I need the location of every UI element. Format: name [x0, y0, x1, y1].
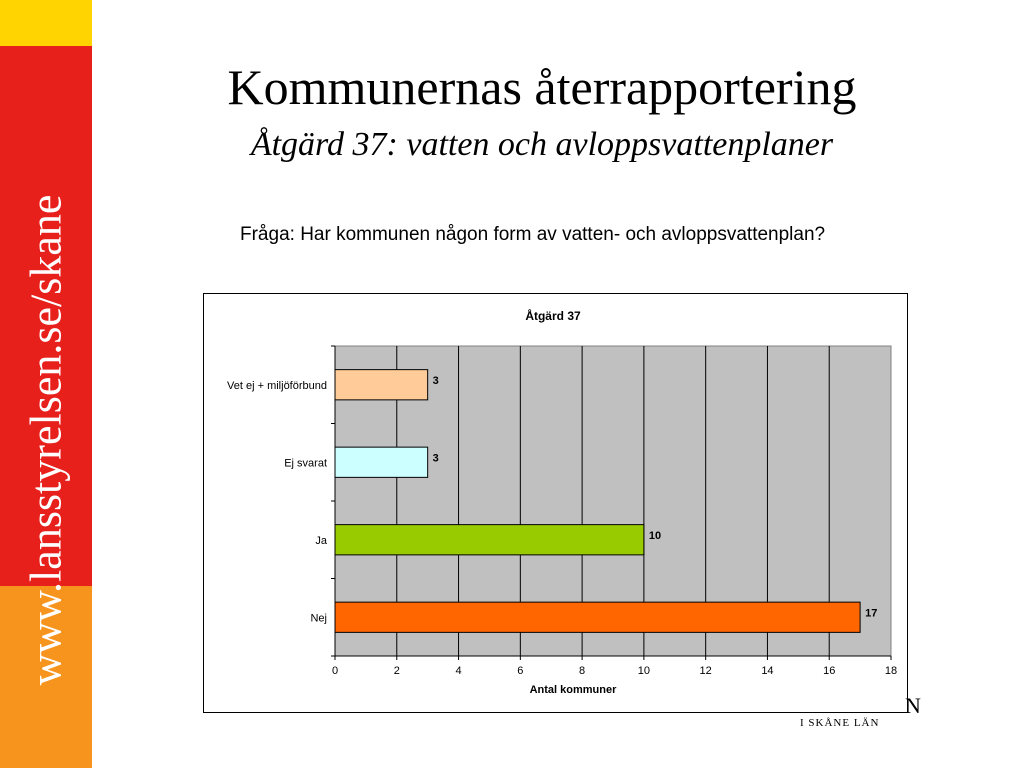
bar — [334, 524, 645, 556]
page-title: Kommunernas återrapportering — [227, 59, 857, 115]
sidebar-band-yellow — [0, 0, 92, 46]
x-tick-label: 2 — [394, 665, 400, 677]
x-tick-label: 10 — [638, 665, 650, 677]
x-tick-label: 4 — [455, 665, 461, 677]
sidebar-url[interactable]: www.lansstyrelsen.se/skane — [21, 194, 71, 686]
data-label: 3 — [433, 452, 439, 464]
category-label: Nej — [310, 612, 327, 624]
logo-subtitle: I SKÅNE LÄN — [800, 717, 880, 729]
data-label: 10 — [649, 530, 661, 542]
chart-container: 0 2 4 6 8 10 12 14 16 18 Vet ej + miljöförbund 3 Ej … — [203, 293, 908, 713]
x-tick-label: 18 — [885, 665, 897, 677]
x-tick-label: 14 — [761, 665, 773, 677]
x-tick-label: 16 — [823, 665, 835, 677]
category-label: Ja — [315, 535, 328, 547]
sidebar-band-red — [0, 46, 92, 586]
category-label: Ej svarat — [284, 457, 327, 469]
category-label: Vet ej + miljöförbund — [227, 380, 327, 392]
x-axis-label: Antal kommuner — [530, 684, 618, 696]
bar — [334, 369, 429, 401]
chart-title: Åtgärd 37 — [525, 308, 581, 323]
sidebar-band-orange — [0, 586, 92, 768]
bar — [334, 601, 861, 633]
logo-fragment: N — [905, 693, 921, 718]
data-label: 3 — [433, 375, 439, 387]
data-label: 17 — [865, 607, 877, 619]
bar-chart: 0 2 4 6 8 10 12 14 16 18 Vet ej + miljöförbund 3 Ej … — [227, 308, 897, 696]
survey-question: Fråga: Har kommunen någon form av vatten… — [240, 224, 826, 245]
page-subtitle: Åtgärd 37: vatten och avloppsvattenplane… — [250, 126, 834, 163]
bar — [334, 446, 429, 478]
x-tick-label: 6 — [517, 665, 523, 677]
x-tick-label: 0 — [332, 665, 338, 677]
x-tick-label: 12 — [700, 665, 712, 677]
x-tick-label: 8 — [579, 665, 585, 677]
